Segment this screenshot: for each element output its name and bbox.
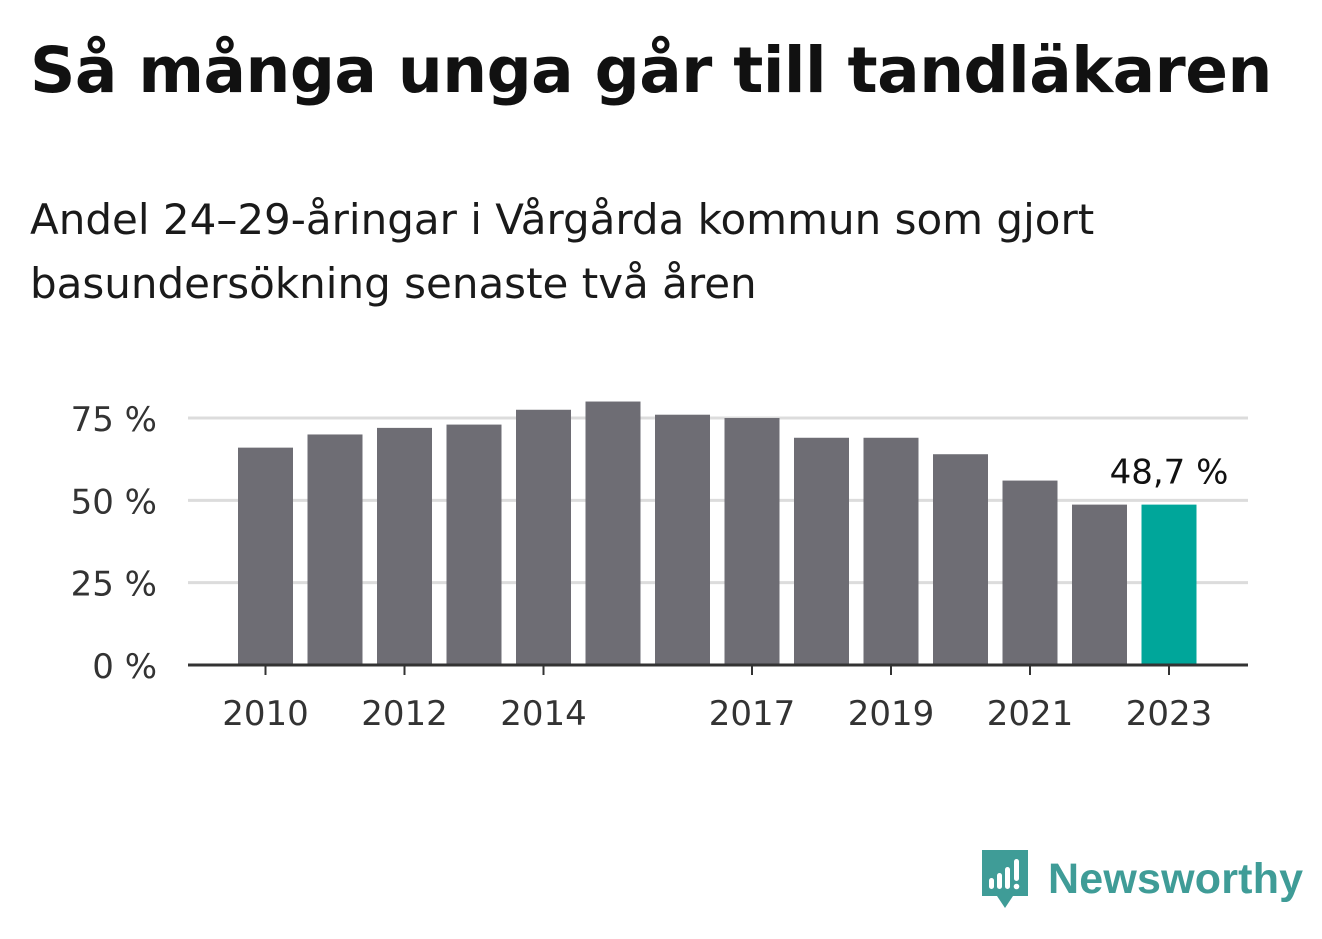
x-tick-label: 2019: [848, 694, 935, 734]
x-tick-label: 2012: [361, 694, 448, 734]
brand-name: Newsworthy: [1048, 854, 1304, 903]
y-axis-labels: 0 % 25 % 50 % 75 %: [71, 400, 157, 687]
x-axis-labels: 2010 2012 2014 2017 2019 2021 2023: [222, 694, 1212, 734]
bar-2015: [585, 401, 641, 665]
bar-2013: [446, 424, 502, 665]
bar-2010: [238, 447, 293, 665]
bars: [238, 401, 1197, 665]
annotations: 48,7 %: [1110, 453, 1229, 493]
y-tick-label: 25 %: [71, 565, 157, 605]
newsworthy-logo-icon: [982, 850, 1028, 908]
bar-2018: [794, 437, 849, 665]
bar-2012: [377, 427, 432, 665]
x-tick-label: 2014: [500, 694, 587, 734]
y-tick-label: 50 %: [71, 482, 157, 522]
y-tick-label: 75 %: [71, 400, 157, 440]
bar-2021: [1002, 480, 1058, 665]
bar-2023: [1141, 504, 1197, 665]
x-tick-label: 2010: [222, 694, 309, 734]
bar-2011: [307, 434, 363, 665]
data-label-2023: 48,7 %: [1110, 453, 1229, 493]
chart-subtitle: Andel 24–29-åringar i Vårgårda kommun so…: [30, 195, 1095, 308]
chart-title: Så många unga går till tandläkaren: [30, 34, 1272, 107]
bar-2019: [863, 437, 919, 665]
x-tick-label: 2021: [987, 694, 1074, 734]
bar-2020: [933, 454, 988, 665]
brand-logo: Newsworthy: [980, 848, 1303, 910]
grid-lines: [188, 416, 1248, 585]
y-tick-label: 0 %: [92, 647, 157, 687]
x-tick-label: 2023: [1126, 694, 1213, 734]
bar-2017: [724, 418, 780, 665]
x-tick-label: 2017: [709, 694, 796, 734]
bar-2022: [1072, 504, 1127, 665]
bar-2014: [516, 409, 571, 665]
bar-2016: [655, 414, 710, 665]
x-axis: [188, 663, 1248, 675]
